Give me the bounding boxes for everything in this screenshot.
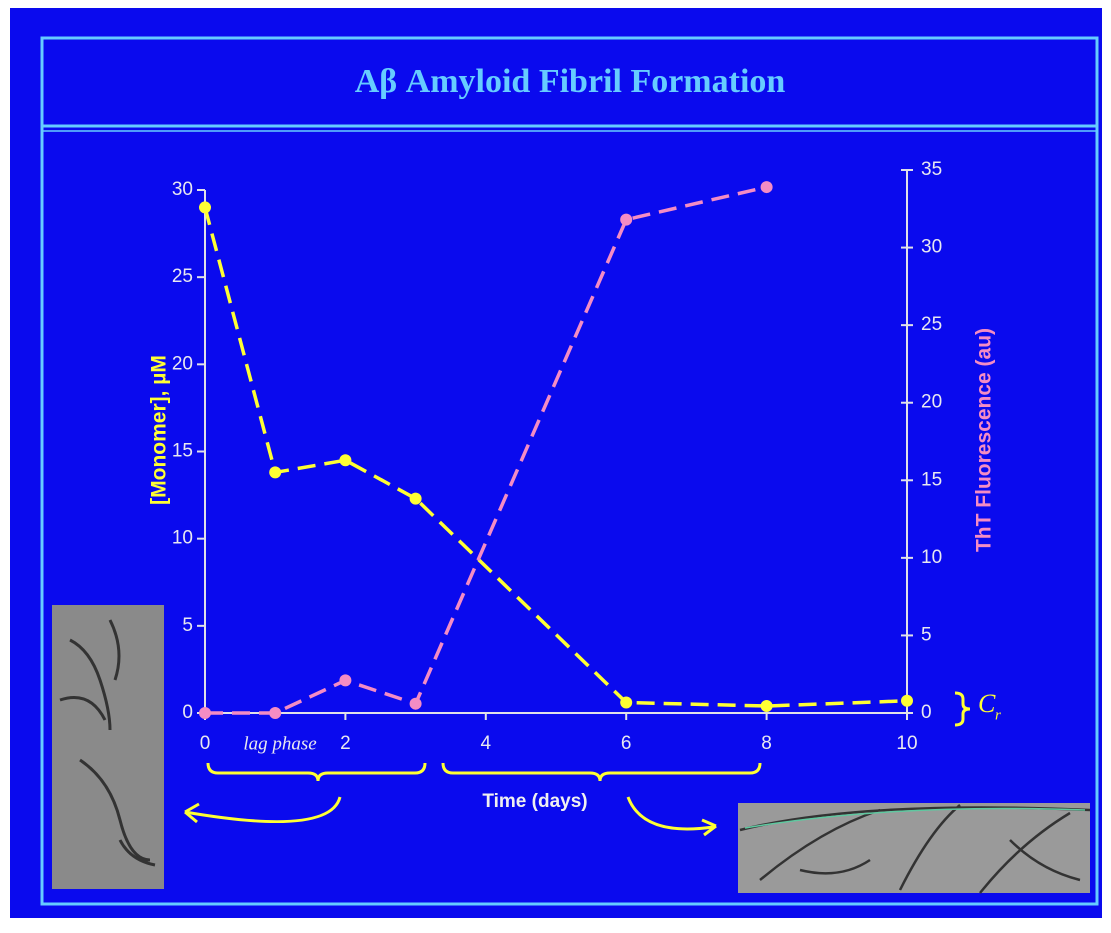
chart-title: Aβ Amyloid Fibril Formation [355, 63, 786, 100]
slide-background [10, 8, 1102, 918]
x-axis-label: Time (days) [482, 791, 587, 812]
data-point [199, 201, 211, 213]
data-point [761, 700, 773, 712]
data-point [339, 674, 351, 686]
y2-tick-label: 25 [921, 314, 942, 335]
y-tick-label: 10 [172, 528, 193, 549]
y2-tick-label: 10 [921, 547, 942, 568]
data-point [761, 181, 773, 193]
y-tick-label: 30 [172, 179, 193, 200]
data-point [410, 493, 422, 505]
data-point [620, 697, 632, 709]
x-tick-label: 2 [340, 733, 351, 754]
chart: Aβ Amyloid Fibril Formation lag phase Ti… [0, 0, 1111, 933]
y2-tick-label: 0 [921, 702, 932, 723]
data-point [339, 454, 351, 466]
x-tick-label: 6 [621, 733, 632, 754]
threshold-label: C [978, 689, 996, 718]
y-axis-label: [Monomer], µM [148, 355, 171, 505]
y-tick-label: 20 [172, 353, 193, 374]
page: {"chart_data": { "type": "line", "title"… [0, 0, 1111, 933]
x-tick-label: 0 [200, 733, 211, 754]
y-tick-label: 15 [172, 441, 193, 462]
y2-axis-label: ThT Fluorescence (au) [973, 328, 996, 552]
x-tick-label: 4 [481, 733, 492, 754]
y2-tick-label: 5 [921, 624, 932, 645]
data-point [410, 698, 422, 710]
micrograph-left [52, 605, 164, 889]
x-tick-label: 8 [761, 733, 772, 754]
y2-tick-label: 30 [921, 237, 942, 258]
data-point [901, 695, 913, 707]
threshold-subscript: r [995, 707, 1001, 723]
data-point [269, 466, 281, 478]
data-point [620, 214, 632, 226]
y2-tick-label: 15 [921, 469, 942, 490]
x-tick-label: 10 [896, 733, 917, 754]
y2-tick-label: 20 [921, 392, 942, 413]
y-tick-label: 0 [182, 702, 193, 723]
data-point [269, 707, 281, 719]
y-tick-label: 25 [172, 266, 193, 287]
y-tick-label: 5 [182, 615, 193, 636]
data-point [199, 707, 211, 719]
annotation: lag phase [243, 733, 316, 754]
micrograph-right [738, 803, 1090, 893]
y2-tick-label: 35 [921, 159, 942, 180]
